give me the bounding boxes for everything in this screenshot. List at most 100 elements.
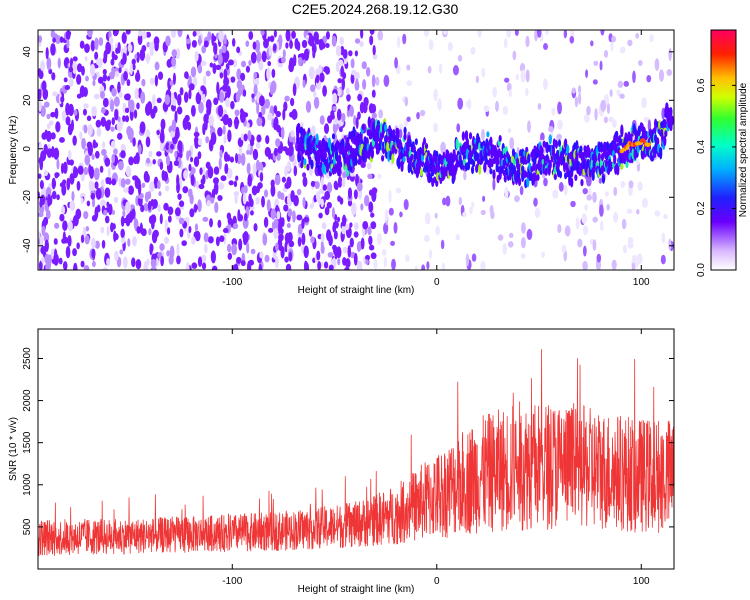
heatmap-cell — [497, 234, 504, 241]
heatmap-cell — [520, 253, 526, 259]
heatmap-cell — [632, 70, 636, 84]
heatmap-cell — [591, 171, 595, 182]
heatmap-cell — [253, 84, 258, 97]
heatmap-cell — [123, 256, 128, 269]
heatmap-cell — [111, 51, 115, 60]
heatmap-cell — [186, 150, 190, 161]
heatmap-cell — [477, 30, 482, 38]
heatmap-cell — [270, 179, 275, 188]
heatmap-cell — [267, 112, 274, 121]
heatmap-cell — [303, 48, 310, 61]
heatmap-cell — [67, 123, 73, 136]
heatmap-cell — [613, 186, 618, 196]
heatmap-cell — [331, 133, 336, 140]
heatmap-cell — [445, 195, 451, 207]
heatmap-cell — [217, 53, 223, 65]
heatmap-cell — [165, 35, 171, 47]
heatmap-cell — [195, 92, 202, 105]
heatmap-cell — [353, 222, 359, 231]
heatmap-cell — [635, 256, 639, 268]
heatmap-cell — [94, 93, 100, 100]
heatmap-cell — [82, 108, 87, 116]
heatmap-cell — [273, 147, 278, 157]
heatmap-cell — [210, 132, 217, 145]
heatmap-cell — [46, 123, 51, 130]
heatmap-cell — [51, 145, 55, 158]
heatmap-cell — [94, 240, 100, 249]
heatmap-cell — [659, 148, 663, 160]
heatmap-cell — [545, 30, 549, 35]
heatmap-cell — [192, 30, 197, 37]
heatmap-cell — [548, 134, 552, 145]
heatmap-cell — [64, 84, 71, 91]
heatmap-cell — [76, 180, 81, 191]
heatmap-cell — [582, 260, 588, 270]
heatmap-cell — [243, 112, 249, 118]
heatmap-cell — [471, 159, 476, 168]
heatmap-cell — [334, 149, 339, 161]
heatmap-cell — [134, 53, 138, 60]
heatmap-cell — [159, 213, 163, 225]
heatmap-cell — [256, 51, 262, 64]
heatmap-cell — [73, 109, 78, 116]
heatmap-cell — [162, 171, 169, 182]
heatmap-cell — [45, 261, 50, 270]
heatmap-cell — [104, 157, 111, 167]
heatmap-cell — [337, 258, 341, 266]
heatmap-cell — [337, 176, 343, 188]
heatmap-cell — [232, 59, 238, 68]
heatmap-cell — [309, 84, 316, 93]
heatmap-cell — [189, 193, 194, 205]
heatmap-cell — [93, 141, 99, 148]
heatmap-cell — [84, 43, 90, 54]
heatmap-cell — [527, 153, 531, 164]
heatmap-cell — [480, 209, 486, 216]
heatmap-cell — [506, 30, 512, 39]
heatmap-cell — [668, 238, 672, 251]
heatmap-cell — [220, 175, 227, 182]
heatmap-cell — [257, 182, 263, 189]
heatmap-cell — [264, 98, 270, 109]
heatmap-cell — [620, 124, 624, 137]
heatmap-cell — [45, 258, 49, 264]
heatmap-cell — [406, 80, 413, 87]
heatmap-cell — [370, 221, 377, 230]
heatmap-cell — [584, 204, 588, 211]
heatmap-cell — [350, 73, 355, 84]
heatmap-cell — [637, 181, 643, 191]
heatmap-cell — [86, 200, 91, 207]
heatmap-cell — [171, 49, 177, 58]
heatmap-cell — [627, 39, 633, 47]
heatmap-cell — [52, 91, 58, 97]
heatmap-cell — [235, 175, 239, 181]
heatmap-cell — [79, 40, 85, 49]
heatmap-cell — [281, 217, 285, 227]
heatmap-cell — [664, 130, 668, 138]
heatmap-cell — [336, 88, 342, 97]
heatmap-cell — [492, 86, 497, 98]
heatmap-cell — [94, 206, 99, 220]
heatmap-cell — [334, 246, 338, 260]
heatmap-cell — [122, 209, 126, 218]
heatmap-cell — [270, 184, 276, 197]
heatmap-cell — [362, 79, 367, 90]
heatmap-cell — [306, 163, 310, 171]
heatmap-cell — [483, 162, 487, 173]
heatmap-cell — [310, 159, 314, 170]
heatmap-cell — [471, 201, 475, 208]
heatmap-cell — [548, 159, 552, 170]
heatmap-cell — [361, 123, 365, 131]
heatmap-cell — [60, 96, 65, 103]
heatmap-cell — [117, 81, 121, 94]
heatmap-cell — [313, 96, 320, 109]
heatmap-cell — [227, 252, 233, 260]
heatmap-cell — [288, 251, 293, 262]
heatmap-cell — [79, 192, 86, 200]
heatmap-cell — [176, 181, 180, 194]
heatmap-cell — [660, 254, 666, 265]
heatmap-cell — [261, 103, 266, 116]
heatmap-cell — [56, 194, 60, 201]
heatmap-cell — [390, 240, 396, 246]
heatmap-cell — [149, 49, 154, 56]
heatmap-cell — [349, 174, 355, 182]
